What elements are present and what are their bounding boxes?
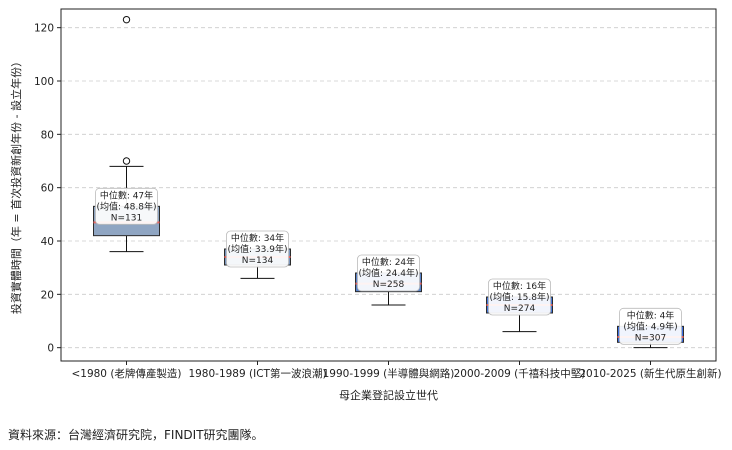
- annotation-mean: (均值: 33.9年): [228, 243, 288, 255]
- annotation-count: N=131: [111, 213, 142, 223]
- annotation-box: 中位數: 16年(均值: 15.8年)N=274: [488, 278, 551, 316]
- annotation-box: 中位數: 34年(均值: 33.9年)N=134: [226, 230, 289, 268]
- y-tick-label: 40: [41, 236, 54, 248]
- x-tick-label: 2000-2009 (千禧科技中堅): [454, 367, 586, 380]
- y-tick-label: 20: [41, 289, 54, 301]
- annotation-count: N=307: [635, 333, 666, 343]
- x-tick-label: 2010-2025 (新生代原生創新): [579, 367, 721, 380]
- annotation-count: N=134: [242, 256, 274, 266]
- annotation-mean: (均值: 48.8年): [97, 200, 157, 212]
- annotation-background: [95, 187, 158, 225]
- x-axis-title: 母企業登記設立世代: [339, 388, 438, 402]
- annotation-background: [357, 254, 420, 292]
- annotation-count: N=258: [373, 280, 405, 290]
- annotation-median: 中位數: 4年: [627, 309, 675, 321]
- annotation-median: 中位數: 24年: [362, 256, 415, 268]
- annotation-background: [226, 230, 289, 268]
- x-tick-label: 1990-1999 (半導體與網路): [323, 367, 455, 380]
- plot-frame: [60, 8, 717, 362]
- annotation-background: [619, 307, 682, 345]
- x-tick-label: 1980-1989 (ICT第一波浪潮): [188, 367, 326, 380]
- outlier-point: [122, 15, 131, 24]
- x-tick-label: <1980 (老牌傳產製造): [71, 367, 181, 380]
- y-axis-title: 投資實體時間（年 = 首次投資新創年份 - 設立年份）: [9, 56, 23, 314]
- annotation-median: 中位數: 47年: [100, 189, 153, 201]
- annotation-background: [488, 278, 551, 316]
- annotation-count: N=274: [504, 304, 536, 314]
- annotation-box: 中位數: 4年(均值: 4.9年)N=307: [619, 307, 682, 345]
- outlier-point: [122, 157, 131, 165]
- annotation-mean: (均值: 24.4年): [359, 267, 419, 279]
- annotation-mean: (均值: 4.9年): [623, 320, 677, 332]
- y-tick-label: 0: [47, 343, 54, 355]
- annotation-box: 中位數: 47年(均值: 48.8年)N=131: [95, 187, 158, 225]
- y-tick-label: 80: [41, 129, 54, 141]
- annotation-median: 中位數: 34年: [231, 232, 284, 244]
- y-tick-label: 60: [41, 183, 54, 195]
- y-tick-label: 120: [34, 23, 54, 35]
- source-note: 資料來源：台灣經濟研究院，FINDIT研究團隊。: [8, 428, 264, 442]
- annotation-median: 中位數: 16年: [493, 280, 546, 292]
- annotation-box: 中位數: 24年(均值: 24.4年)N=258: [357, 254, 420, 292]
- annotation-mean: (均值: 15.8年): [490, 291, 550, 303]
- y-tick-label: 100: [34, 76, 54, 88]
